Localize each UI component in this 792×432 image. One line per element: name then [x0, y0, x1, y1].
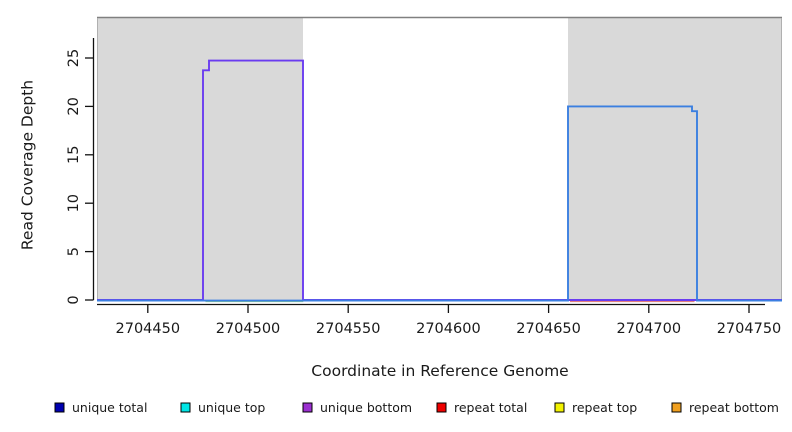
legend-swatch-repeat-bottom	[671, 402, 682, 413]
legend-label-unique-bottom: unique bottom	[320, 400, 412, 415]
x-tick-label-2704550: 2704550	[316, 321, 381, 337]
x-tick-label-2704650: 2704650	[516, 321, 581, 337]
shaded-region-right	[568, 18, 782, 300]
series-unique-bottom	[97, 59, 782, 301]
legend-swatch-unique-total	[54, 402, 65, 413]
y-axis: 0 5 10 15 20 25	[66, 38, 95, 305]
legend-label-repeat-top: repeat top	[572, 400, 637, 415]
y-tick-label-5: 5	[66, 247, 82, 256]
legend-swatch-unique-top	[180, 402, 191, 413]
y-tick-label-10: 10	[66, 194, 82, 212]
legend-label-repeat-bottom: repeat bottom	[689, 400, 779, 415]
legend-label-repeat-total: repeat total	[454, 400, 527, 415]
legend-label-unique-total: unique total	[72, 400, 147, 415]
y-tick-label-20: 20	[66, 97, 82, 115]
y-tick-label-25: 25	[66, 49, 82, 67]
legend-swatch-unique-bottom	[302, 402, 313, 413]
x-tick-label-2704500: 2704500	[216, 321, 281, 337]
series-unique-total	[97, 105, 782, 302]
x-tick-label-2704600: 2704600	[416, 321, 481, 337]
legend-swatch-repeat-top	[554, 402, 565, 413]
shaded-region-left	[97, 18, 303, 300]
x-tick-label-2704450: 2704450	[116, 321, 181, 337]
legend-label-unique-top: unique top	[198, 400, 265, 415]
x-axis-title: Coordinate in Reference Genome	[311, 362, 568, 380]
x-tick-label-2704750: 2704750	[717, 321, 782, 337]
y-tick-label-15: 15	[66, 146, 82, 164]
chart-legend: unique total unique top unique bottom re…	[54, 400, 779, 415]
y-tick-label-0: 0	[66, 295, 82, 304]
shaded-regions	[97, 18, 782, 300]
legend-swatch-repeat-total	[436, 402, 447, 413]
x-axis: 2704450 2704500 2704550 2704600 2704650 …	[97, 303, 782, 337]
y-axis-title: Read Coverage Depth	[19, 80, 37, 250]
x-tick-label-2704700: 2704700	[617, 321, 682, 337]
